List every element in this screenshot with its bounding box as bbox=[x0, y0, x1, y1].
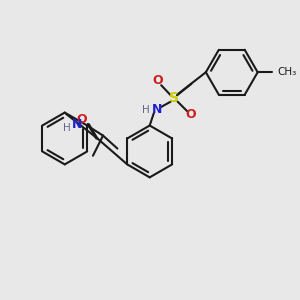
Text: H: H bbox=[63, 123, 71, 134]
Text: CH₃: CH₃ bbox=[278, 67, 297, 77]
Text: O: O bbox=[76, 113, 87, 126]
Text: O: O bbox=[186, 108, 196, 122]
Text: N: N bbox=[72, 118, 82, 130]
Text: H: H bbox=[142, 105, 150, 115]
Text: S: S bbox=[169, 91, 179, 105]
Text: O: O bbox=[152, 74, 163, 87]
Text: N: N bbox=[152, 103, 162, 116]
